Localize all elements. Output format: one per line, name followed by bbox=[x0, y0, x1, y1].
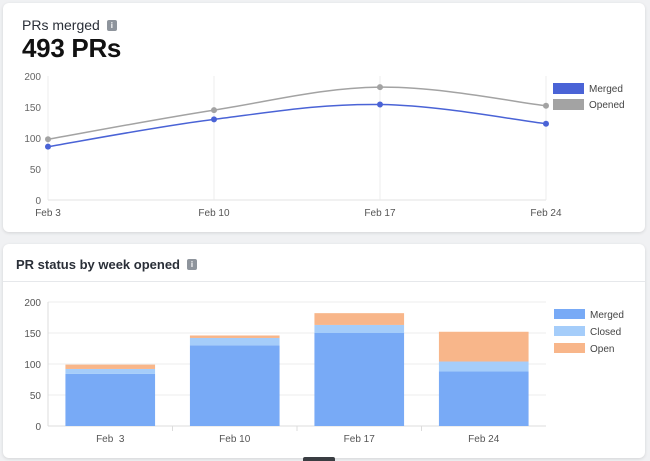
legend-label: Open bbox=[590, 344, 614, 355]
info-icon[interactable]: i bbox=[187, 259, 197, 270]
x-tick-label: Feb 17 bbox=[364, 208, 396, 219]
stacked-bar-chart: 0 50 100 150 200 Feb 3 Feb 10 Feb 17 Feb 24 Merge… bbox=[24, 298, 624, 445]
series-line-opened bbox=[47, 86, 547, 140]
data-point bbox=[377, 84, 383, 91]
card-title: PRs merged i bbox=[22, 17, 117, 33]
x-tick-label: Feb 3 bbox=[35, 208, 61, 219]
legend-swatch bbox=[553, 99, 584, 110]
y-tick-label: 0 bbox=[35, 422, 41, 433]
legend-swatch bbox=[554, 326, 585, 336]
bar-segment-closed bbox=[189, 337, 280, 346]
bar-segment-open bbox=[438, 331, 529, 362]
bar-segment-merged bbox=[189, 345, 280, 426]
legend-label: Merged bbox=[589, 84, 623, 95]
data-point bbox=[45, 143, 51, 150]
x-tick-label: Feb 24 bbox=[468, 434, 500, 445]
legend-label: Opened bbox=[589, 100, 625, 111]
series-line-merged bbox=[47, 103, 547, 148]
x-tick-label: Feb 3 bbox=[96, 434, 125, 445]
bar-segment-open bbox=[314, 313, 405, 325]
data-point bbox=[45, 136, 51, 143]
y-tick-label: 200 bbox=[24, 298, 41, 309]
data-point bbox=[211, 116, 217, 123]
divider bbox=[3, 281, 645, 282]
info-icon[interactable]: i bbox=[106, 19, 117, 31]
y-tick-label: 100 bbox=[24, 360, 41, 371]
card-title: PR status by week opened i bbox=[16, 257, 197, 272]
bar-segment-closed bbox=[65, 368, 156, 374]
data-point bbox=[543, 102, 549, 109]
y-tick-label: 150 bbox=[24, 329, 41, 340]
y-tick-label: 50 bbox=[30, 165, 42, 176]
y-tick-label: 100 bbox=[24, 134, 41, 145]
y-tick-label: 150 bbox=[24, 103, 41, 114]
legend-swatch bbox=[554, 343, 585, 353]
bar-segment-open bbox=[189, 335, 280, 338]
legend-swatch bbox=[554, 309, 585, 319]
x-tick-label: Feb 17 bbox=[344, 434, 376, 445]
y-tick-label: 200 bbox=[24, 72, 41, 83]
pr-status-card: PR status by week opened i 0 50 100 150 200 F… bbox=[3, 244, 645, 458]
y-tick-label: 50 bbox=[30, 391, 42, 402]
legend-swatch bbox=[553, 83, 584, 94]
y-tick-label: 0 bbox=[35, 196, 41, 207]
card-title-text: PR status by week opened bbox=[16, 257, 180, 272]
data-point bbox=[543, 120, 549, 127]
bar-segment-merged bbox=[438, 371, 529, 426]
legend-label: Merged bbox=[590, 310, 624, 321]
x-tick-label: Feb 10 bbox=[198, 208, 230, 219]
bar-segment-merged bbox=[314, 333, 405, 426]
bar-segment-merged bbox=[65, 373, 156, 426]
data-point bbox=[377, 101, 383, 108]
total-prs-value: 493 PRs bbox=[22, 33, 122, 63]
x-tick-label: Feb 24 bbox=[530, 208, 562, 219]
card-title-text: PRs merged bbox=[22, 17, 100, 33]
data-point bbox=[211, 107, 217, 114]
line-chart: 0 50 100 150 200 Feb 3 Feb 10 Feb 17 Feb 24 Merge… bbox=[24, 72, 625, 219]
x-tick-label: Feb 10 bbox=[219, 434, 251, 445]
prs-merged-card: PRs merged i 493 PRs 0 50 100 150 200 Feb 3 Fe… bbox=[3, 3, 645, 232]
bar-segment-closed bbox=[314, 324, 405, 333]
bar-segment-open bbox=[65, 364, 156, 369]
legend-label: Closed bbox=[590, 327, 621, 338]
scroll-handle[interactable] bbox=[303, 457, 335, 461]
bar-segment-closed bbox=[438, 361, 529, 372]
